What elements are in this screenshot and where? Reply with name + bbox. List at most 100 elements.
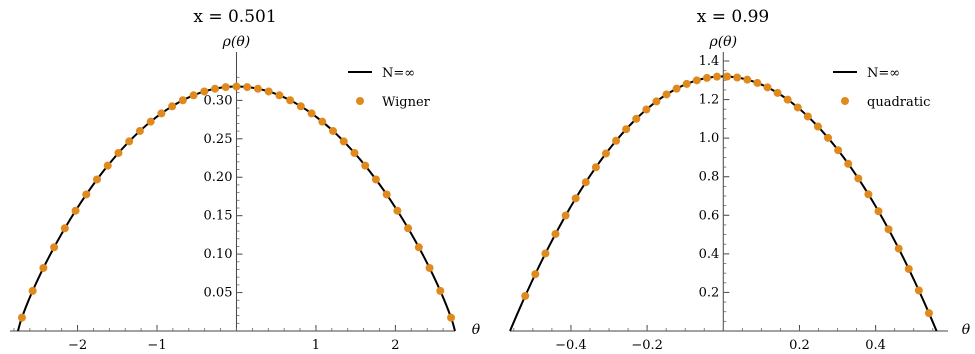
chart-title: x = 0.501 (193, 7, 276, 27)
data-point (329, 126, 338, 135)
data-point (854, 174, 863, 183)
data-point (692, 76, 701, 85)
data-point (571, 194, 580, 203)
data-point (125, 137, 134, 146)
data-point (393, 206, 402, 215)
data-point (200, 87, 209, 96)
data-point (157, 109, 166, 118)
data-point (622, 125, 631, 134)
data-point (793, 103, 802, 112)
data-point (286, 96, 295, 105)
chart-panel-1: x = 0.501 −2 −1 1 2 0.05 0.10 0.15 0.20 0.25 0.30 ρ… (10, 7, 481, 353)
data-point (404, 224, 413, 233)
legend-point-swatch (841, 97, 849, 105)
data-point (350, 148, 359, 157)
data-point (713, 72, 721, 81)
data-point (211, 84, 220, 93)
data-point (103, 161, 112, 170)
data-point (221, 83, 230, 92)
legend-point-swatch (356, 97, 364, 105)
data-point (753, 78, 762, 87)
data-point (702, 73, 711, 82)
data-point (135, 126, 144, 135)
data-point (914, 286, 923, 295)
data-point (884, 225, 893, 234)
data-point (361, 161, 370, 170)
data-point (591, 163, 600, 172)
data-point (436, 286, 445, 295)
data-point (601, 149, 610, 158)
y-axis-label: ρ(θ) (708, 34, 737, 50)
data-point (723, 72, 732, 81)
y-tick-label: 0.4 (699, 247, 720, 262)
data-point (642, 105, 651, 114)
data-point (414, 243, 423, 252)
legend: N=∞ quadratic (833, 66, 930, 110)
data-point (652, 97, 661, 106)
data-point (924, 309, 933, 318)
x-tick-label: −0.2 (631, 338, 663, 353)
data-point (28, 286, 37, 295)
data-point (318, 117, 327, 126)
data-point (296, 102, 305, 111)
data-point (17, 313, 26, 322)
y-tick-label: 1.4 (699, 54, 720, 69)
data-point (93, 175, 102, 184)
data-point (632, 114, 641, 123)
data-point (382, 190, 391, 199)
y-tick-label: 0.6 (699, 208, 720, 223)
data-point (39, 263, 48, 272)
x-tick-label: −0.4 (555, 338, 587, 353)
y-tick-label: 0.15 (204, 209, 233, 224)
y-tick-label: 0.8 (699, 170, 720, 185)
data-point (743, 75, 752, 84)
data-point (662, 90, 671, 99)
y-tick-label: 0.30 (204, 93, 233, 108)
data-point (561, 211, 570, 220)
data-point (60, 224, 69, 233)
data-point (275, 91, 284, 100)
data-point (71, 206, 80, 215)
data-point (904, 264, 913, 273)
y-tick-label: 0.25 (204, 132, 233, 147)
data-point (844, 159, 853, 168)
x-axis-label: θ (962, 322, 971, 338)
legend-label: N=∞ (382, 66, 415, 81)
y-axis-label: ρ(θ) (222, 34, 251, 50)
data-point (763, 83, 772, 92)
y-tick-label: 1.2 (699, 93, 720, 108)
x-tick-label: 1 (312, 338, 320, 353)
legend-label: Wigner (382, 95, 431, 110)
data-point (521, 291, 530, 300)
data-point (307, 109, 316, 118)
data-point (253, 84, 262, 93)
chart-title: x = 0.99 (697, 7, 770, 27)
data-point (803, 112, 812, 121)
data-point (189, 91, 198, 100)
data-point (824, 133, 833, 142)
x-tick-label: 0.2 (789, 338, 810, 353)
legend: N=∞ Wigner (348, 66, 431, 110)
data-point (864, 190, 873, 199)
y-tick-label: 1.0 (699, 131, 720, 146)
data-point (50, 243, 59, 252)
data-point (672, 84, 681, 93)
y-tick-label: 0.10 (204, 247, 233, 262)
data-point (813, 122, 822, 131)
x-tick-label: 0.4 (865, 338, 886, 353)
data-point (114, 148, 123, 157)
data-point (783, 95, 792, 104)
data-point (541, 249, 550, 258)
data-point (243, 83, 252, 92)
data-point (531, 270, 540, 279)
data-point (682, 79, 691, 88)
x-tick-label: −2 (68, 338, 87, 353)
data-point (874, 207, 883, 216)
legend-label: quadratic (867, 95, 930, 110)
y-tick-label: 0.20 (204, 170, 233, 185)
data-point (264, 87, 273, 96)
data-point (834, 146, 843, 155)
data-point (146, 117, 155, 126)
y-tick-label: 0.2 (699, 285, 720, 300)
